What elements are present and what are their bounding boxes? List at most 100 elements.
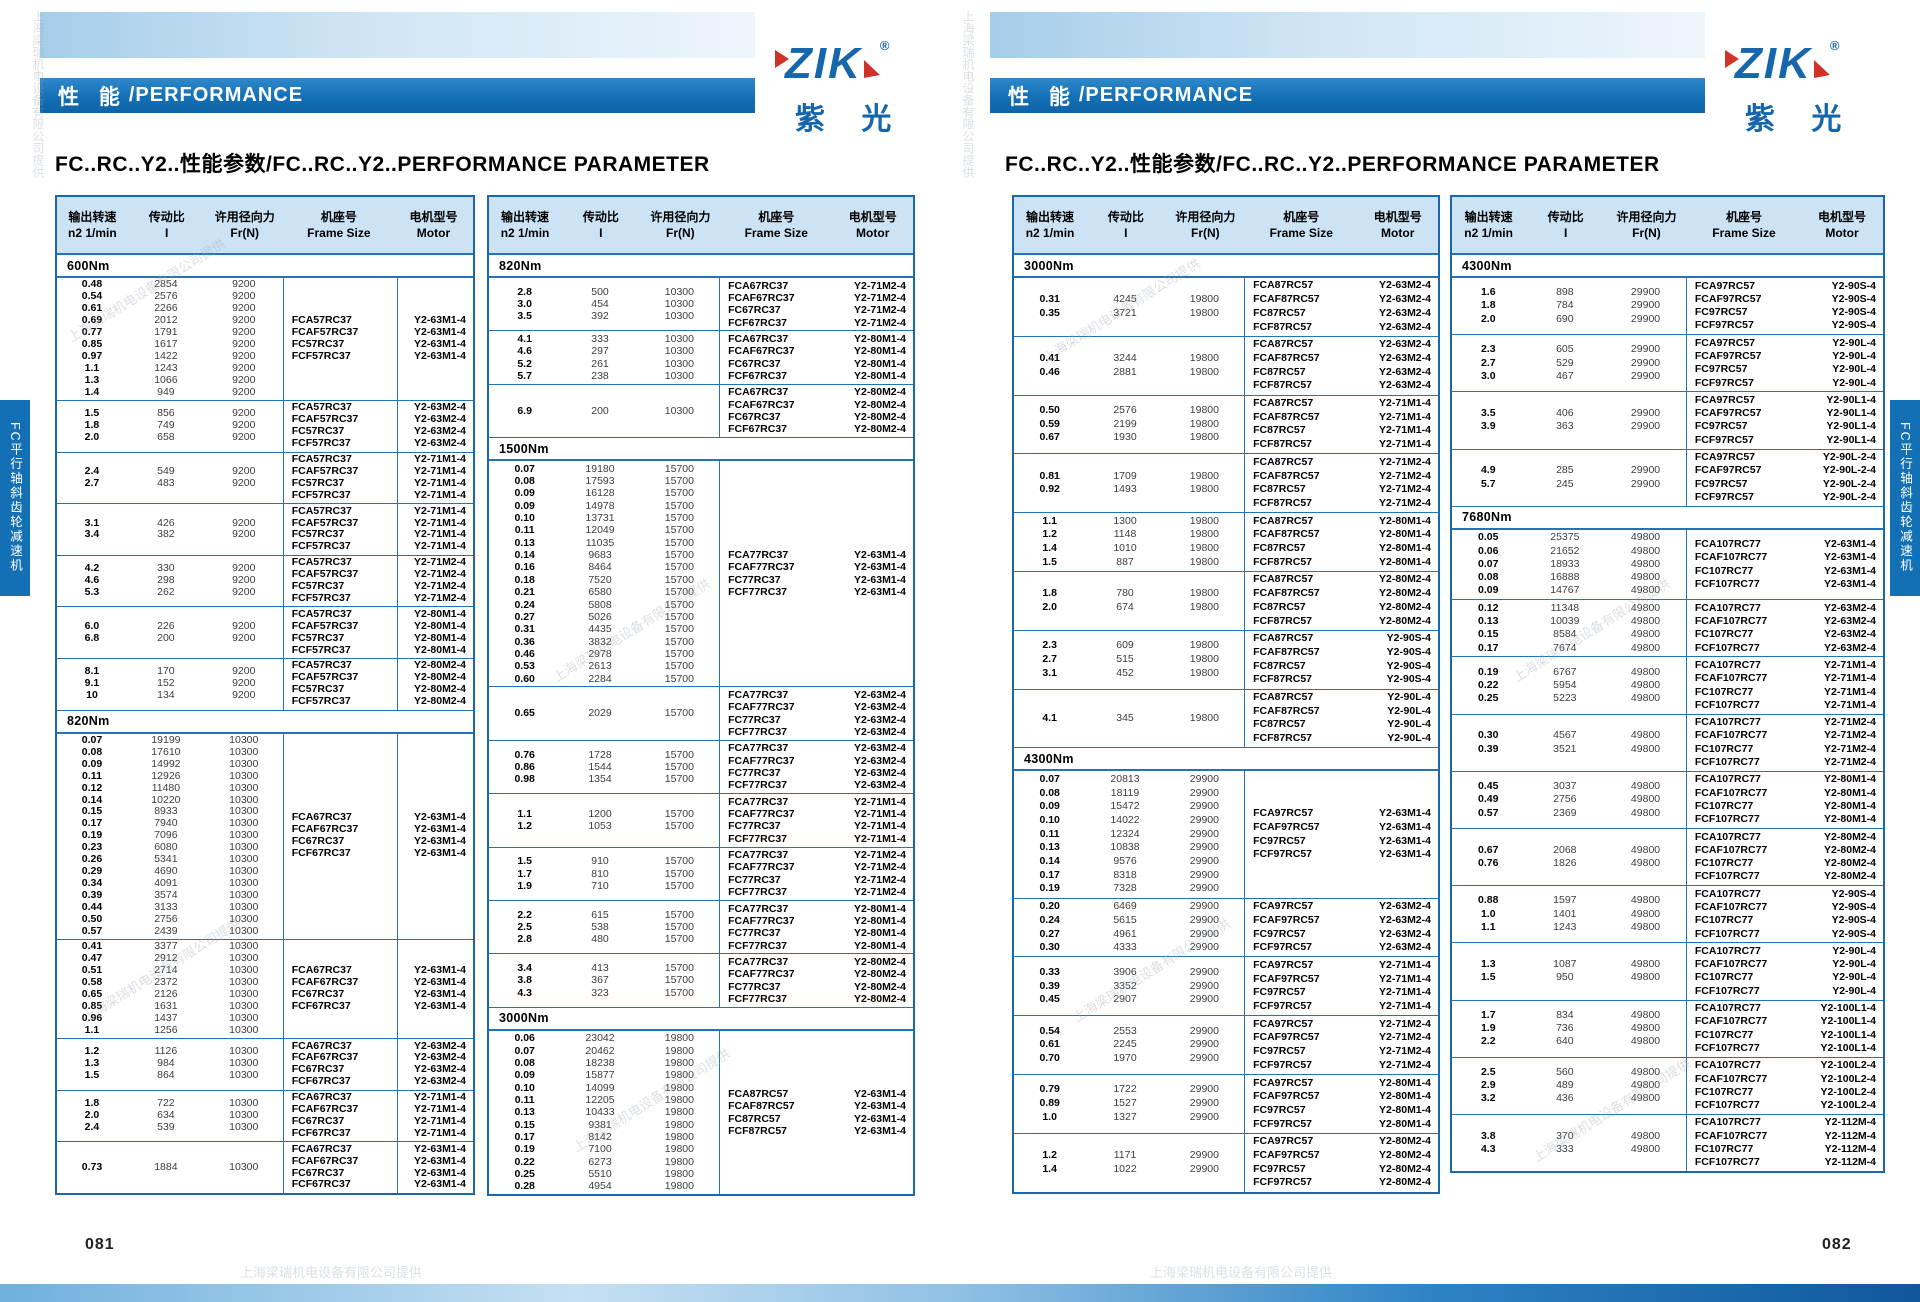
frame-motor-row: FCAF107RC77 Y2-63M2-4 [1687,615,1883,628]
frame-size-value: FCA97RC57 [1253,807,1314,820]
cell-value: 245 [1556,477,1574,490]
cell-value: 483 [157,476,175,489]
table-row-group: 0.50 0.59 0.67 2576 2199 1930 19800 19800 19800 F… [1014,394,1438,454]
column-header-cn: 输出转速 [501,209,550,224]
radial-force-column: 19800 [1165,690,1244,748]
frame-size-value: FCA107RC77 [1694,887,1761,900]
frame-size-value: FCAF97RC57 [1694,292,1762,305]
cell-value: 2.8 [517,933,532,946]
frame-motor-block: FCA97RC57 Y2-90S-4 FCAF97RC57 Y2-90S-4 FC97R… [1687,278,1883,334]
motor-model-value: Y2-63M2-4 [854,726,906,738]
frame-motor-row: FC107RC77 Y2-112M-4 [1687,1143,1883,1156]
motor-model-value: Y2-63M2-4 [1824,615,1876,628]
cell-value: 1243 [154,361,178,374]
motor-model-value: Y2-71M1-4 [414,1114,466,1127]
frame-size-value: FC77RC37 [728,713,781,726]
cell-value: 49800 [1630,920,1661,933]
ratio-column: 1884 [127,1142,205,1193]
cell-value: 0.39 [1478,742,1499,755]
frame-motor-row: FC77RC37 Y2-63M2-4 [720,714,913,726]
cell-value: 262 [157,586,175,599]
speed-column: 2.4 2.7 [57,453,127,504]
table-row-group: 1.8 2.0 780 674 19800 19800 FCA87RC57 Y2-80M2-4… [1014,570,1438,630]
cell-value: 2.7 [1480,356,1496,369]
frame-motor-row: FCF107RC77 Y2-100L2-4 [1687,1099,1883,1112]
cell-value: 8584 [1553,628,1577,641]
frame-size-value: FCA107RC77 [1694,601,1761,614]
radial-force-column: 9200 9200 [205,453,283,504]
motor-model-value: Y2-63M2-4 [854,713,906,726]
speed-column: 3.8 4.3 [1452,1115,1525,1171]
cell-value: 10039 [1550,615,1580,628]
cell-value: 0.85 [81,999,103,1012]
frame-size-value: FCA97RC57 [1694,451,1755,464]
frame-size-value: FC67RC37 [728,410,781,423]
frame-motor-row: FCA97RC57 Y2-80M2-4 [1245,1135,1438,1149]
numeric-columns: 3.1 3.4 426 382 9200 9200 [57,504,284,555]
frame-size-value: FCF77RC37 [728,886,788,899]
column-header-en: I [599,225,603,240]
frame-motor-row: FCF107RC77 Y2-90L-4 [1687,985,1883,998]
motor-model-value: Y2-63M1-4 [854,549,906,562]
frame-size-value: FCA107RC77 [1694,944,1761,957]
motor-model-value: Y2-80M2-4 [854,968,906,981]
motor-model-value: Y2-63M2-4 [854,701,906,714]
cell-value: 29900 [1630,407,1661,420]
cell-value: 2.3 [1042,639,1057,652]
motor-model-value: Y2-63M1-4 [414,1142,466,1155]
motor-model-value: Y2-100L2-4 [1820,1072,1876,1085]
cell-value: 2.0 [84,1108,100,1121]
table-row-group: 0.41 0.47 0.51 0.58 0.65 0.85 0.96 1.1 3377 2912 2… [57,938,473,1039]
motor-model-value: Y2-63M1-4 [414,847,466,860]
cell-value: 15700 [664,760,694,773]
frame-size-value: FCAF107RC77 [1694,672,1768,685]
frame-motor-block: FCA107RC77 Y2-90S-4 FCAF107RC77 Y2-90S-4 FC1… [1687,886,1883,942]
frame-motor-row: FCF87RC57 Y2-90L-4 [1245,732,1438,746]
frame-size-value: FCAF77RC37 [728,914,795,927]
cell-value: 898 [1556,286,1574,299]
ratio-column: 20813 18119 15472 14022 12324 10838 9576 8318 73… [1085,771,1164,897]
torque-section-label: 820Nm [499,258,542,273]
ratio-column: 1126 984 864 [127,1039,205,1090]
cell-value: 29900 [1189,800,1219,813]
frame-motor-row: FCF87RC57 Y2-63M1-4 [720,1125,913,1137]
frame-motor-row: FC107RC77 Y2-80M2-4 [1687,857,1883,870]
frame-size-value: FCA57RC37 [291,556,352,569]
frame-motor-row: FCA67RC37 Y2-80M1-4 [720,333,913,345]
cell-value: 15700 [664,536,694,549]
frame-motor-row: FCF77RC37 Y2-63M1-4 [720,586,913,598]
cell-value: 1.3 [84,1057,100,1070]
cell-value: 49800 [1630,793,1661,806]
frame-motor-row: FCF67RC37 Y2-71M1-4 [284,1127,473,1140]
frame-size-value: FC57RC37 [291,683,345,696]
frame-motor-row: FCF97RC57 Y2-80M1-4 [1245,1118,1438,1132]
table-row-group: 0.41 0.46 3244 2881 19800 19800 FCA87RC57 Y2-63… [1014,335,1438,395]
motor-model-value: Y2-71M2-4 [854,291,906,304]
frame-size-value: FCF107RC77 [1694,698,1760,711]
cell-value: 5808 [588,598,612,611]
frame-motor-row: FCA87RC57 Y2-90L-4 [1245,691,1438,705]
cell-value: 0.19 [514,1143,535,1156]
cell-value: 19800 [1189,600,1219,613]
frame-motor-block: FCA67RC37 Y2-80M2-4 FCAF67RC37 Y2-80M2-4 FC6… [720,385,913,437]
cell-value: 9200 [232,677,256,690]
frame-size-value: FCF57RC37 [291,540,351,553]
frame-motor-row: FC87RC57 Y2-90S-4 [1245,660,1438,674]
frame-motor-block: FCA57RC37 Y2-71M2-4 FCAF57RC37 Y2-71M2-4 FC5… [284,555,473,607]
column-header-cn: 电机型号 [1373,209,1422,224]
table-row-group: 4.1 4.6 5.2 5.7 333 297 261 238 10300 10300 10300 1… [489,330,913,384]
motor-model-value: Y2-90S-4 [1831,887,1876,900]
frame-size-value: FCA67RC37 [728,332,789,345]
cell-value: 9200 [232,528,256,541]
motor-model-value: Y2-71M2-4 [854,861,906,874]
motor-model-value: Y2-80M2-4 [414,671,466,684]
cell-value: 0.86 [514,760,535,773]
motor-model-value: Y2-90S-4 [1386,659,1431,672]
brand-name-cn: 紫 光 [1745,103,1856,136]
cell-value: 10300 [229,769,259,782]
cell-value: 10300 [229,1120,259,1133]
column-header-en: Fr(N) [1632,225,1661,240]
cell-value: 3.8 [1480,1129,1496,1142]
table-row-group: 1.6 1.8 2.0 898 784 690 29900 29900 29900 FCA97RC… [1452,277,1883,335]
cell-value: 0.27 [1039,927,1060,940]
